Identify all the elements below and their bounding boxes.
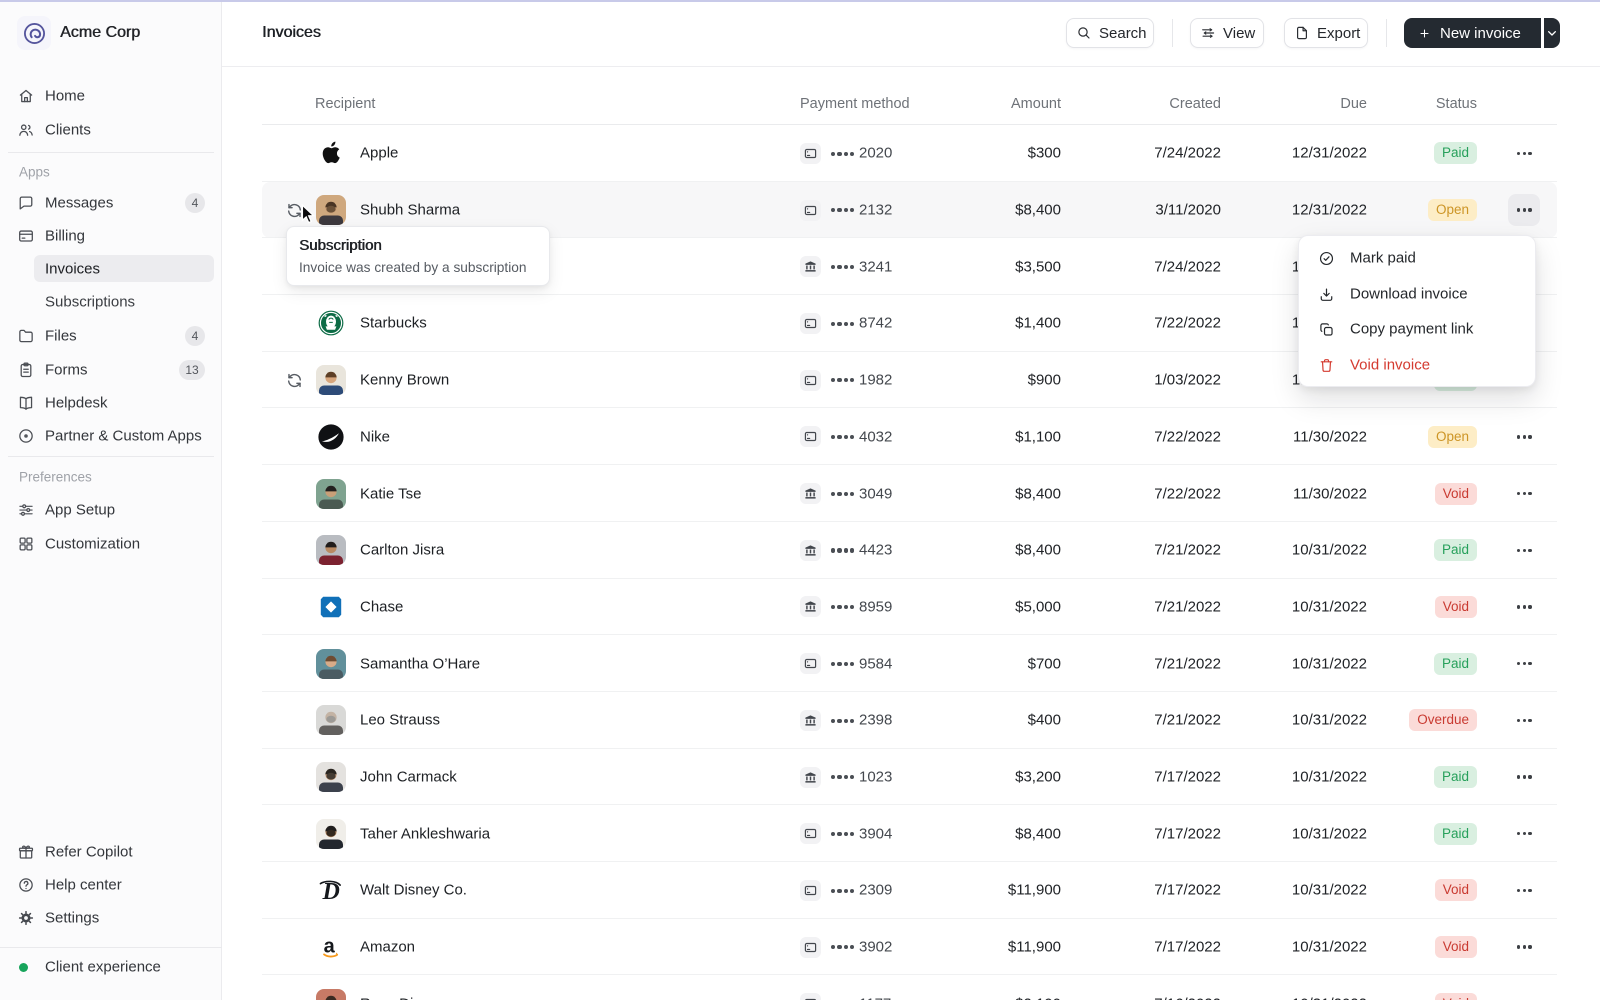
- svg-text:D: D: [322, 879, 340, 905]
- svg-text:a: a: [324, 936, 336, 958]
